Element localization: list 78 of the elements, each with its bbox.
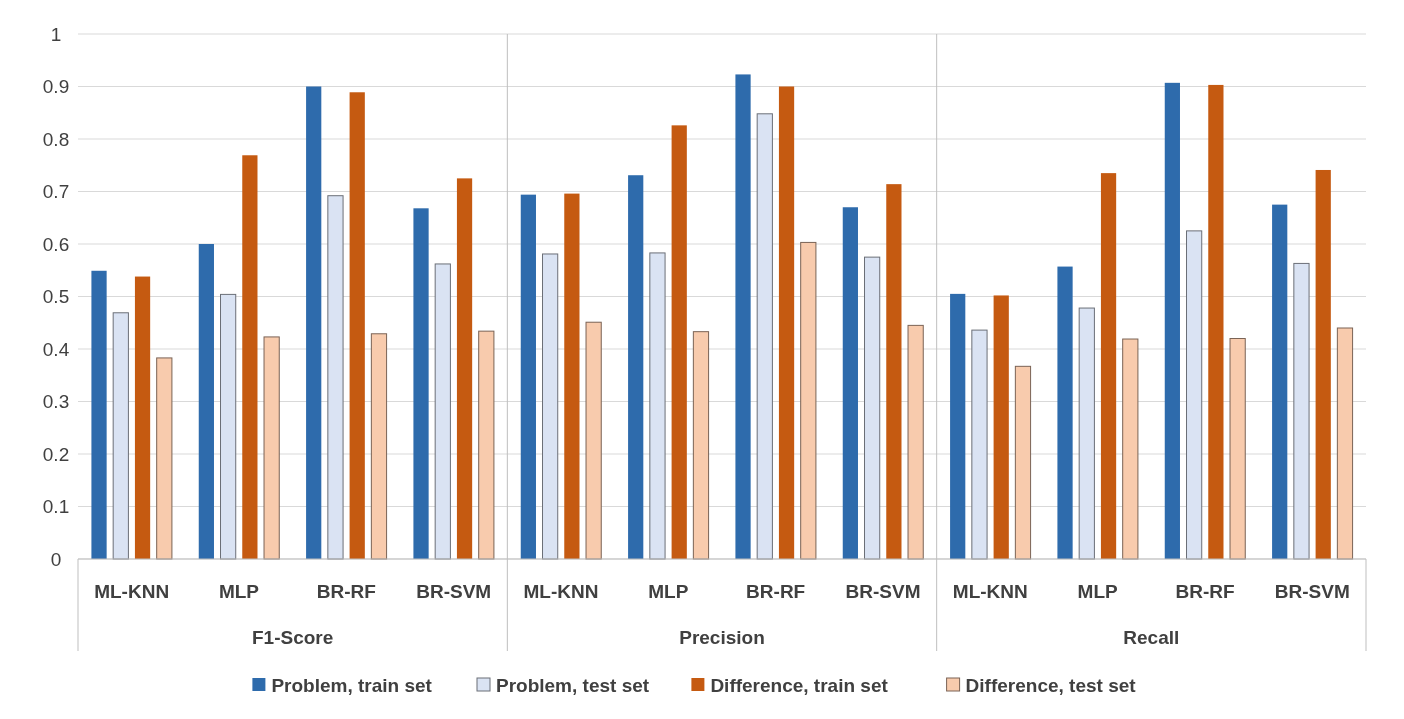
bar bbox=[1336, 327, 1354, 560]
bar bbox=[156, 357, 173, 560]
bar bbox=[542, 253, 559, 560]
legend-label: Problem, train set bbox=[271, 674, 433, 696]
text: Precision bbox=[679, 627, 765, 648]
y-tick-label: 0.4 bbox=[42, 338, 70, 360]
y-tick-label: 0 bbox=[50, 548, 62, 570]
bar bbox=[886, 184, 902, 559]
bar bbox=[1293, 262, 1310, 560]
bar bbox=[800, 241, 817, 560]
bar bbox=[993, 295, 1009, 559]
bar bbox=[306, 86, 322, 559]
bar bbox=[112, 312, 129, 560]
y-tick-label: 0.1 bbox=[42, 496, 70, 518]
bar bbox=[1100, 173, 1117, 559]
x-tick-label: ML-KNN bbox=[94, 581, 170, 602]
bar bbox=[1122, 338, 1139, 560]
x-tick-label: BR-RF bbox=[1175, 581, 1235, 602]
y-tick-label: 0.5 bbox=[42, 286, 70, 308]
bar bbox=[91, 270, 107, 559]
legend-label: Problem, test set bbox=[496, 674, 650, 696]
y-tick-label: 1 bbox=[50, 23, 62, 45]
bar bbox=[778, 86, 795, 559]
bar bbox=[520, 194, 536, 559]
bar bbox=[1078, 307, 1095, 560]
bar bbox=[1014, 365, 1032, 560]
legend-label: Difference, test set bbox=[965, 674, 1137, 696]
legend-label: Difference, train set bbox=[710, 674, 889, 696]
bar bbox=[950, 293, 966, 559]
x-tick-label: BR-SVM bbox=[1274, 581, 1350, 602]
bar bbox=[628, 175, 644, 559]
bar bbox=[1272, 204, 1288, 559]
x-tick-label: BR-SVM bbox=[416, 581, 492, 602]
bar bbox=[564, 193, 580, 559]
bar bbox=[864, 256, 881, 560]
x-tick-label: MLP bbox=[648, 581, 689, 602]
bar bbox=[242, 155, 258, 559]
x-tick-label: BR-RF bbox=[316, 581, 376, 602]
bar bbox=[327, 195, 344, 560]
x-tick-label: MLP bbox=[1077, 581, 1119, 602]
text: F1-Score bbox=[252, 627, 334, 648]
bar bbox=[735, 74, 751, 559]
bar bbox=[671, 125, 687, 559]
bar bbox=[585, 321, 602, 560]
bar bbox=[1186, 230, 1203, 560]
x-tick-label: ML-KNN bbox=[523, 581, 599, 602]
bar bbox=[1164, 82, 1180, 559]
x-tick-label: ML-KNN bbox=[952, 581, 1028, 602]
y-tick-label: 0.3 bbox=[42, 391, 70, 413]
x-tick-label: BR-RF bbox=[746, 581, 806, 602]
bar bbox=[434, 263, 451, 560]
bar bbox=[842, 207, 858, 559]
y-tick-label: 0.9 bbox=[42, 76, 70, 98]
bar bbox=[756, 113, 773, 560]
y-tick-label: 0.6 bbox=[42, 233, 70, 255]
y-tick-label: 0.8 bbox=[42, 128, 70, 150]
y-tick-label: 0.2 bbox=[42, 443, 70, 465]
bar bbox=[649, 252, 666, 560]
bar bbox=[456, 178, 473, 559]
y-tick-label: 0.7 bbox=[42, 181, 70, 203]
bar bbox=[413, 208, 429, 559]
bar bbox=[263, 336, 280, 560]
bar bbox=[198, 244, 214, 559]
bar bbox=[220, 293, 237, 560]
bar bbox=[134, 276, 151, 559]
bar bbox=[478, 330, 495, 560]
bar bbox=[907, 324, 924, 560]
x-tick-label: BR-SVM bbox=[845, 581, 921, 602]
bar bbox=[1229, 338, 1246, 560]
bar bbox=[349, 92, 365, 559]
text: Recall bbox=[1123, 627, 1180, 648]
bar bbox=[1057, 266, 1073, 559]
bar bbox=[1208, 84, 1224, 559]
x-tick-label: MLP bbox=[218, 581, 260, 602]
bar bbox=[971, 329, 988, 560]
bar bbox=[1315, 169, 1331, 559]
bar bbox=[692, 331, 710, 560]
bar bbox=[370, 333, 388, 560]
